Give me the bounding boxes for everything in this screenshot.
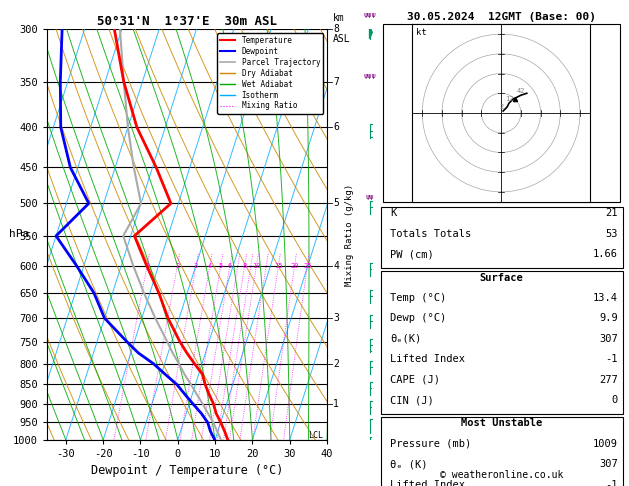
Text: θₑ (K): θₑ (K) <box>390 459 428 469</box>
Text: 7: 7 <box>333 77 339 87</box>
Text: 3: 3 <box>333 313 339 323</box>
Text: Pressure (mb): Pressure (mb) <box>390 439 472 449</box>
Text: 307: 307 <box>599 459 618 469</box>
Polygon shape <box>370 26 372 38</box>
Text: hPa: hPa <box>9 229 30 240</box>
Text: 9.9: 9.9 <box>599 313 618 324</box>
Text: CIN (J): CIN (J) <box>390 395 434 405</box>
Text: Lifted Index: Lifted Index <box>390 480 465 486</box>
Text: kt: kt <box>416 28 427 37</box>
Text: -1: -1 <box>605 480 618 486</box>
Text: 6: 6 <box>333 122 339 132</box>
Text: 13.4: 13.4 <box>593 293 618 303</box>
Text: Lifted Index: Lifted Index <box>390 354 465 364</box>
Text: 20: 20 <box>290 263 299 269</box>
Text: θₑ(K): θₑ(K) <box>390 334 421 344</box>
Text: CAPE (J): CAPE (J) <box>390 375 440 385</box>
Text: Temp (°C): Temp (°C) <box>390 293 447 303</box>
Text: 1.66: 1.66 <box>593 249 618 260</box>
Text: Most Unstable: Most Unstable <box>461 418 542 429</box>
Text: ψψψ: ψψψ <box>363 12 376 18</box>
Text: 1: 1 <box>145 263 149 269</box>
Text: 2: 2 <box>499 104 503 110</box>
Text: 8: 8 <box>242 263 247 269</box>
Text: Mixing Ratio (g/kg): Mixing Ratio (g/kg) <box>345 183 353 286</box>
Text: 6: 6 <box>228 263 232 269</box>
Text: km: km <box>333 13 345 23</box>
Title: 50°31'N  1°37'E  30m ASL: 50°31'N 1°37'E 30m ASL <box>97 15 277 28</box>
Text: 4: 4 <box>333 260 339 271</box>
Text: 30.05.2024  12GMT (Base: 00): 30.05.2024 12GMT (Base: 00) <box>407 12 596 22</box>
Text: 4: 4 <box>208 263 212 269</box>
Text: K: K <box>390 208 396 219</box>
Text: 1009: 1009 <box>593 439 618 449</box>
Text: 21: 21 <box>605 208 618 219</box>
Text: Totals Totals: Totals Totals <box>390 229 472 239</box>
Bar <box>381 271 623 414</box>
Text: ψψ: ψψ <box>365 194 374 200</box>
Text: Dewp (°C): Dewp (°C) <box>390 313 447 324</box>
Bar <box>381 417 623 486</box>
Text: 8: 8 <box>333 24 339 34</box>
Text: 277: 277 <box>599 375 618 385</box>
Text: ψψψ: ψψψ <box>363 72 376 79</box>
Text: 5: 5 <box>333 198 339 208</box>
Text: 5: 5 <box>218 263 223 269</box>
Text: 307: 307 <box>599 334 618 344</box>
Text: 15: 15 <box>274 263 282 269</box>
Text: 25: 25 <box>303 263 311 269</box>
Text: PW (cm): PW (cm) <box>390 249 434 260</box>
Text: 10: 10 <box>252 263 260 269</box>
Text: 3: 3 <box>194 263 198 269</box>
Text: 53: 53 <box>605 229 618 239</box>
Text: 42: 42 <box>517 88 525 94</box>
Text: 12: 12 <box>505 96 514 102</box>
Text: © weatheronline.co.uk: © weatheronline.co.uk <box>440 470 564 480</box>
Text: ASL: ASL <box>333 34 351 44</box>
Text: 2: 2 <box>333 359 339 369</box>
Text: 1: 1 <box>333 399 339 409</box>
Text: -1: -1 <box>605 354 618 364</box>
Bar <box>381 207 623 268</box>
Text: 0: 0 <box>611 395 618 405</box>
X-axis label: Dewpoint / Temperature (°C): Dewpoint / Temperature (°C) <box>91 465 283 477</box>
Bar <box>383 24 620 202</box>
Text: LCL: LCL <box>308 432 323 440</box>
Text: Surface: Surface <box>480 273 523 283</box>
Legend: Temperature, Dewpoint, Parcel Trajectory, Dry Adiabat, Wet Adiabat, Isotherm, Mi: Temperature, Dewpoint, Parcel Trajectory… <box>217 33 323 114</box>
Text: 2: 2 <box>175 263 179 269</box>
